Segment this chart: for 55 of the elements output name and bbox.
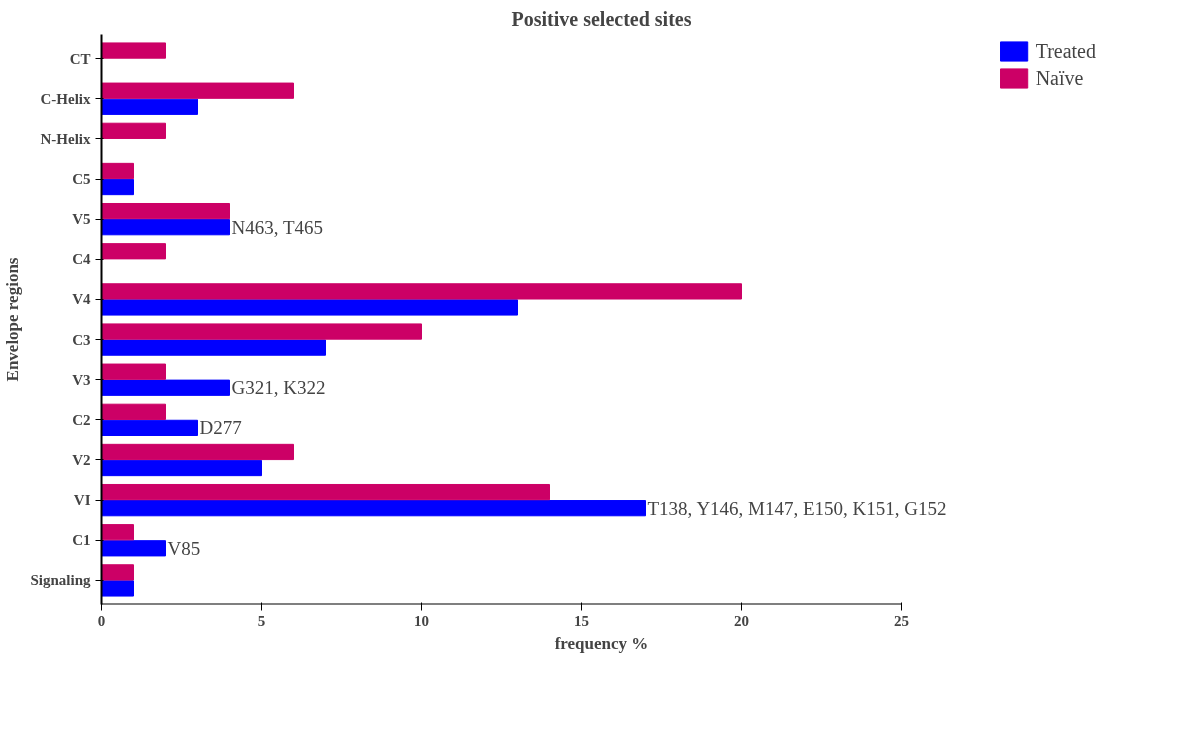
annotation: N463, T465 bbox=[231, 216, 323, 238]
bar bbox=[101, 323, 422, 340]
x-tick-label: 5 bbox=[257, 612, 266, 629]
y-tick-label: C4 bbox=[72, 251, 91, 268]
bar bbox=[101, 202, 230, 220]
annotation: T138, Y146, M147, E150, K151, G152 bbox=[647, 497, 947, 519]
bar bbox=[101, 219, 230, 236]
x-tick-label: 20 bbox=[734, 612, 749, 629]
y-tick-label: CT bbox=[69, 50, 91, 67]
bar bbox=[101, 459, 262, 477]
bar bbox=[101, 379, 230, 396]
y-tick-label: C1 bbox=[72, 532, 91, 549]
annotation: D277 bbox=[199, 417, 242, 439]
x-tick-label: 10 bbox=[414, 612, 429, 629]
bar bbox=[101, 42, 166, 59]
y-tick-label: VI bbox=[73, 492, 91, 509]
bar bbox=[101, 283, 742, 300]
y-tick-label: V4 bbox=[72, 291, 91, 308]
annotation: V85 bbox=[167, 537, 201, 559]
bar bbox=[101, 540, 166, 557]
bar bbox=[101, 243, 166, 260]
y-tick-label: C5 bbox=[72, 171, 91, 188]
bar bbox=[101, 178, 134, 196]
legend-label: Naïve bbox=[1035, 66, 1084, 90]
y-tick-label: V5 bbox=[72, 211, 91, 228]
y-tick-label: N-Helix bbox=[40, 130, 91, 147]
annotation: G321, K322 bbox=[231, 377, 326, 399]
bar bbox=[101, 524, 134, 541]
y-tick-label: C3 bbox=[72, 331, 91, 348]
bar bbox=[101, 363, 166, 380]
bar bbox=[101, 419, 198, 437]
y-tick-label: V3 bbox=[72, 371, 91, 388]
x-tick-label: 0 bbox=[97, 612, 106, 629]
y-tick-label: C2 bbox=[72, 411, 91, 428]
y-tick-label: C-Helix bbox=[40, 90, 91, 107]
bar bbox=[101, 564, 134, 581]
bar bbox=[101, 580, 134, 597]
bar bbox=[101, 82, 294, 99]
bar bbox=[101, 500, 646, 517]
bar bbox=[101, 98, 198, 115]
bar bbox=[101, 403, 166, 420]
y-tick-label: Signaling bbox=[30, 572, 91, 589]
legend-label: Treated bbox=[1035, 39, 1096, 63]
x-axis-title: frequency % bbox=[554, 633, 649, 653]
x-tick-label: 15 bbox=[574, 612, 589, 629]
x-tick-label: 25 bbox=[894, 612, 909, 629]
bar bbox=[101, 122, 166, 139]
y-tick-label: V2 bbox=[72, 451, 91, 468]
bar bbox=[101, 299, 518, 316]
bar bbox=[101, 443, 294, 461]
y-axis-title: Envelope regions bbox=[3, 257, 23, 382]
chart-title: Positive selected sites bbox=[511, 7, 692, 30]
bar bbox=[101, 339, 326, 356]
bar bbox=[101, 162, 134, 180]
bar bbox=[101, 483, 550, 501]
